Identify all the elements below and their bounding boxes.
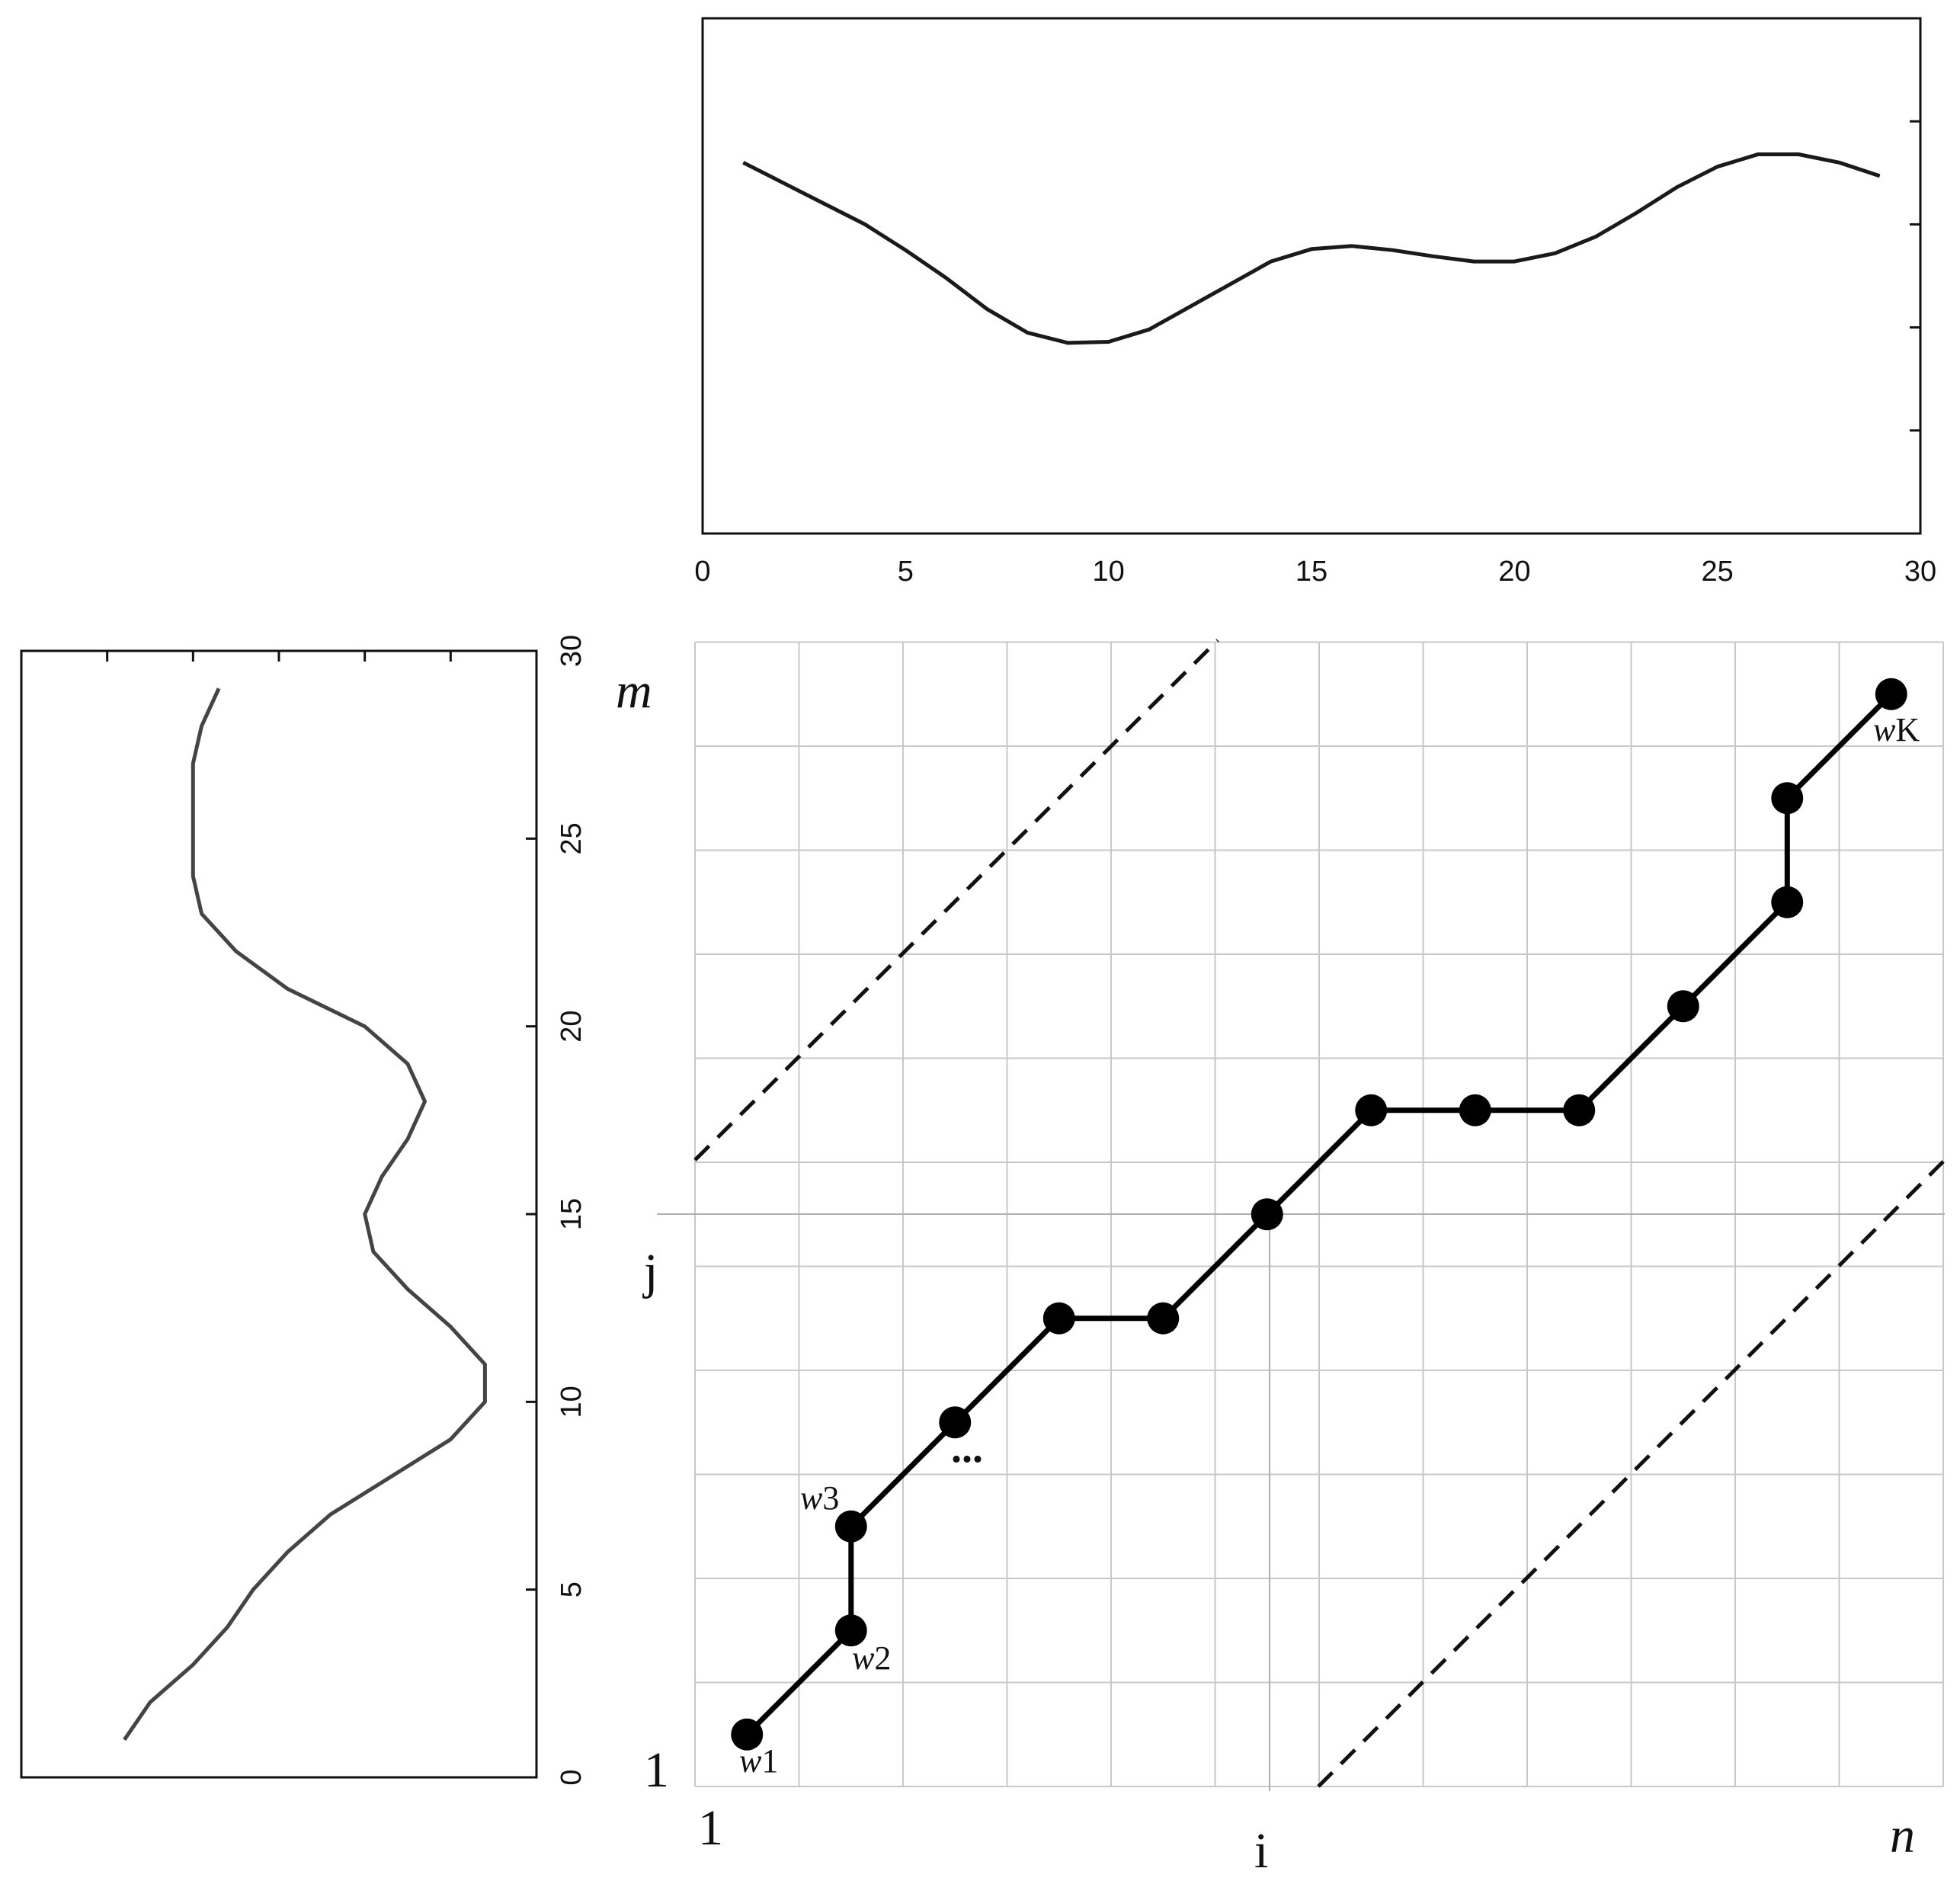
point-label-w3: w3: [800, 1479, 839, 1517]
left-top-ticks: [106, 651, 452, 662]
top-x-tick-label: 10: [1093, 556, 1125, 588]
point-label-w1: w1: [739, 1742, 778, 1780]
left-m-tick-label: 10: [556, 1386, 588, 1418]
top-x-tick-label: 30: [1904, 556, 1936, 588]
path-point: [1771, 886, 1804, 918]
path-point: [731, 1718, 764, 1751]
top-x-tick-label: 5: [898, 556, 914, 588]
path-point: [834, 1614, 867, 1647]
warping-grid-panel: w1 w2 w3 wK ... 1 i n 1 j m: [616, 639, 1945, 1879]
x-start-label: 1: [698, 1800, 723, 1856]
point-label-wK: wK: [1873, 711, 1920, 748]
left-m-tick-label: 0: [556, 1769, 588, 1785]
top-plot-frame: [701, 17, 1922, 535]
warping-path-line: [745, 692, 1894, 1737]
left-m-ticks: 0 5 10 15 20 25 30: [526, 635, 588, 1786]
path-point: [939, 1406, 972, 1439]
path-point: [1771, 782, 1804, 815]
x-end-label: n: [1890, 1808, 1915, 1863]
y-start-label: 1: [644, 1742, 669, 1798]
left-m-tick-label: 20: [556, 1011, 588, 1043]
path-point: [1147, 1302, 1180, 1335]
path-point: [1875, 678, 1907, 710]
x-mid-label: i: [1254, 1823, 1268, 1879]
left-m-tick-label: 25: [556, 822, 588, 854]
path-point: [1251, 1198, 1283, 1231]
top-x-tick-label: 15: [1295, 556, 1327, 588]
left-signal-panel: 0 5 10 15 20 25 30: [20, 635, 588, 1786]
left-m-tick-label: 30: [556, 635, 588, 667]
upper-band-line: [693, 639, 1219, 1162]
y-mid-label: j: [642, 1244, 658, 1299]
y-end-label: m: [616, 663, 652, 719]
left-m-tick-label: 15: [556, 1198, 588, 1230]
lower-band-line: [1317, 1160, 1945, 1788]
left-plot-frame: [20, 649, 538, 1779]
top-signal-line: [742, 152, 1881, 345]
top-x-tick-label: 25: [1702, 556, 1734, 588]
top-x-tick-label: 20: [1498, 556, 1530, 588]
path-point: [1667, 990, 1699, 1023]
top-right-ticks: [1910, 120, 1920, 432]
path-point: [1042, 1302, 1075, 1335]
path-point: [1459, 1094, 1491, 1126]
path-point: [1355, 1094, 1388, 1126]
path-ellipsis: ...: [951, 1424, 983, 1472]
top-x-tick-label: 0: [694, 556, 710, 588]
left-m-tick-label: 5: [556, 1581, 588, 1597]
path-point: [1563, 1094, 1596, 1126]
top-x-ticks: 0 5 10 15 20 25 30: [694, 556, 1936, 588]
path-point: [834, 1510, 867, 1543]
warping-path-points: [731, 678, 1907, 1751]
left-signal-line: [123, 687, 487, 1742]
top-signal-panel: 0 5 10 15 20 25 30: [694, 17, 1936, 588]
point-label-w2: w2: [852, 1639, 891, 1677]
